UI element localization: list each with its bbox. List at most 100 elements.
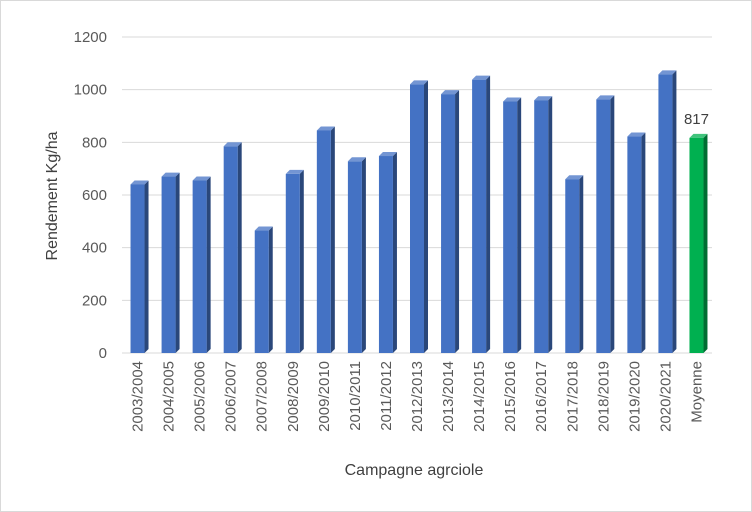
- x-tick-label: 2019/2020: [626, 361, 643, 432]
- x-tick-label: 2018/2019: [595, 361, 612, 432]
- bar-front: [627, 136, 642, 353]
- bar-front: [658, 74, 673, 353]
- x-tick-label: 2016/2017: [533, 361, 550, 432]
- bar-front: [378, 156, 393, 353]
- x-tick-label: 2006/2007: [223, 361, 240, 432]
- x-tick-label: 2008/2009: [285, 361, 302, 432]
- bar: [534, 96, 553, 353]
- bar-side: [175, 172, 180, 353]
- x-tick-label: Moyenne: [688, 361, 705, 423]
- bar: [192, 176, 211, 353]
- bar-front: [316, 130, 331, 353]
- y-axis-ticks: 0 200 400 600 800 1000 1200: [74, 29, 107, 362]
- x-tick-label: 2015/2016: [502, 361, 519, 432]
- bar-front: [347, 161, 362, 353]
- bar-front: [441, 94, 456, 353]
- y-axis-title: Rendement Kg/ha: [44, 131, 61, 260]
- bar: [130, 180, 149, 353]
- bar: [565, 175, 584, 353]
- bar-top: [689, 133, 708, 138]
- bar-front: [596, 99, 611, 353]
- bar-front: [565, 179, 580, 353]
- bar-side: [672, 70, 677, 353]
- x-axis-ticks: 2003/2004 2004/2005 2005/2006 2006/2007 2007…: [130, 361, 706, 432]
- bar-top: [441, 90, 460, 95]
- y-tick-label: 600: [82, 187, 107, 204]
- bar-front: [472, 79, 487, 353]
- x-tick-label: 2004/2005: [161, 361, 178, 432]
- bar: [689, 133, 708, 353]
- bar-top: [596, 95, 615, 100]
- bar-front: [254, 230, 269, 353]
- bar-side: [144, 180, 149, 353]
- bar: [596, 95, 615, 353]
- bar-top: [316, 126, 335, 131]
- bar-side: [610, 95, 615, 353]
- bar: [410, 80, 428, 354]
- bar-top: [192, 176, 211, 181]
- bar: [378, 152, 397, 353]
- x-axis-title: Campagne agrciole: [345, 462, 484, 479]
- bar-side: [237, 142, 242, 353]
- bar: [658, 70, 677, 353]
- bar: [316, 126, 335, 353]
- bar-side: [330, 126, 335, 353]
- y-tick-label: 1200: [74, 29, 107, 46]
- bar-side: [641, 132, 646, 353]
- y-tick-label: 800: [82, 134, 107, 151]
- bar-top: [347, 157, 366, 162]
- bar-side: [579, 175, 584, 353]
- x-tick-label: 2012/2013: [409, 361, 426, 432]
- bar: [223, 142, 242, 353]
- bar-top: [658, 70, 677, 75]
- bar-front: [410, 84, 424, 354]
- bar-front: [285, 173, 300, 353]
- bar-top: [534, 96, 553, 101]
- bar-front: [503, 101, 518, 354]
- bar-side: [392, 152, 397, 353]
- bar: [347, 157, 366, 353]
- bar-top: [410, 80, 428, 85]
- bar: [285, 169, 304, 353]
- bar-top: [472, 75, 491, 80]
- bar: [254, 226, 273, 353]
- bar-side: [424, 80, 428, 354]
- x-tick-label: 2005/2006: [192, 361, 209, 432]
- bar: [161, 172, 180, 353]
- bar-top: [565, 175, 584, 180]
- y-tick-label: 200: [82, 292, 107, 309]
- x-tick-label: 2013/2014: [440, 361, 457, 432]
- y-tick-label: 0: [99, 345, 107, 362]
- bars: [130, 70, 708, 354]
- bar-top: [223, 142, 242, 147]
- x-tick-label: 2017/2018: [564, 361, 581, 432]
- bar-top: [254, 226, 273, 231]
- bar-side: [206, 176, 211, 353]
- bar-front: [534, 100, 549, 353]
- bar: [441, 90, 460, 353]
- bar-top: [378, 152, 397, 157]
- bar: [472, 75, 491, 353]
- x-tick-label: 2009/2010: [316, 361, 333, 432]
- bar-side: [486, 75, 491, 353]
- x-tick-label: 2010/2011: [347, 361, 364, 431]
- bar-side: [268, 226, 273, 353]
- bar-top: [627, 132, 646, 137]
- bar-side: [299, 169, 304, 353]
- bar-top: [503, 97, 522, 102]
- x-tick-label: 2007/2008: [254, 361, 271, 432]
- x-tick-label: 2020/2021: [657, 361, 674, 432]
- bar-front: [689, 137, 704, 353]
- y-tick-label: 1000: [74, 82, 107, 99]
- x-tick-label: 2003/2004: [130, 361, 147, 432]
- bar-top: [130, 180, 149, 185]
- data-label: 817: [684, 111, 709, 128]
- x-tick-label: 2014/2015: [471, 361, 488, 432]
- x-tick-label: 2011/2012: [378, 361, 395, 431]
- bar-side: [517, 97, 522, 354]
- bar-side: [703, 133, 708, 353]
- bar-front: [161, 176, 176, 353]
- bar-side: [361, 157, 366, 353]
